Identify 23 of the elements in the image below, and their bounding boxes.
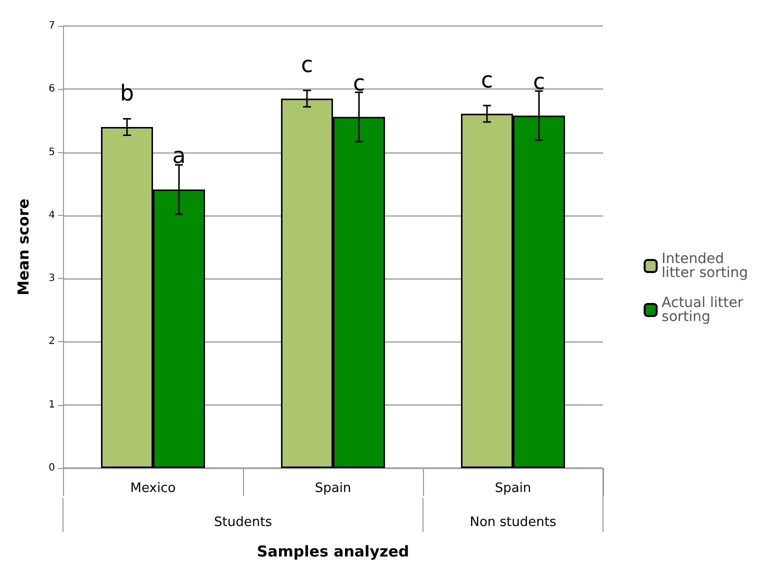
data-label: a — [172, 144, 186, 170]
y-tick-label: 2 — [48, 336, 55, 348]
legend-label: Intended litter sorting — [662, 251, 748, 281]
y-axis-title: Mean score — [14, 198, 32, 296]
x-tick-label: Mexico — [130, 481, 176, 496]
x-tick-label: Spain — [494, 481, 532, 496]
text: Students — [214, 515, 272, 530]
text: Non students — [470, 515, 556, 530]
y-tick-label: 3 — [48, 273, 55, 284]
y-tick-label: 1 — [48, 399, 55, 410]
data-label: c — [480, 68, 494, 94]
data-label: c — [300, 53, 314, 78]
data-label: c — [532, 70, 546, 96]
y-tick-label: 0 — [48, 462, 55, 474]
y-tick-label: 7 — [48, 20, 55, 32]
data-label: c — [352, 71, 366, 96]
legend-label: Actual litter sorting — [662, 295, 748, 325]
y-tick-label: 6 — [48, 84, 55, 95]
x-axis-title: Samples analyzed — [256, 542, 410, 560]
y-tick-label: 5 — [48, 146, 55, 158]
y-tick-label: 4 — [48, 210, 55, 221]
x-tick-label: Spain — [314, 481, 352, 496]
data-label: b — [120, 82, 134, 107]
